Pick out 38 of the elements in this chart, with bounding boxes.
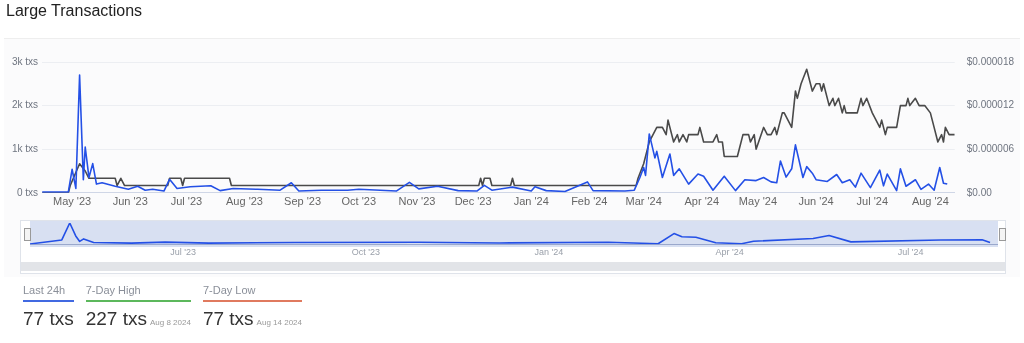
x-tick-label: Jul '24 <box>897 247 924 258</box>
category-label: 7-Day Low <box>202 284 257 296</box>
text: 227 txs <box>85 308 147 329</box>
text: Aug 8 2024 <box>149 318 191 327</box>
category-label: 7-Day High <box>85 284 142 296</box>
y2-tick-label: $0.000018 <box>966 55 1015 67</box>
x-tick-label: May '23 <box>53 195 92 208</box>
x-tick-label: Oct '23 <box>351 247 381 258</box>
x-tick-label: Jun '23 <box>112 195 148 208</box>
x-tick-label: Apr '24 <box>715 247 744 258</box>
text: 77 txs <box>202 308 254 329</box>
x-tick-label: Aug '24 <box>911 195 949 208</box>
x-tick-label: Nov '23 <box>398 195 436 208</box>
x-tick-label: May '24 <box>738 195 778 208</box>
y2-tick-label: $0.000006 <box>966 142 1015 154</box>
y-tick-label: 2k txs <box>11 99 39 111</box>
text: 77 txs <box>23 308 74 329</box>
x-tick-label: Jan '24 <box>534 247 564 258</box>
x-tick-label: Jul '23 <box>170 247 196 258</box>
x-tick-label: Jun '24 <box>798 195 834 208</box>
text: Aug 14 2024 <box>256 318 302 327</box>
x-tick-label: Jan '24 <box>513 195 549 208</box>
x-tick-label: Sep '23 <box>284 195 322 208</box>
x-tick-label: Jul '23 <box>170 195 203 208</box>
x-tick-label: Oct '23 <box>341 195 377 208</box>
chart-title: Large Transactions <box>6 2 143 20</box>
category-label: Last 24h <box>23 284 67 296</box>
x-tick-label: Aug '23 <box>226 195 263 208</box>
x-tick-label: Jul '24 <box>856 195 888 208</box>
y-tick-label: 0 txs <box>16 186 39 198</box>
y2-tick-label: $0.000012 <box>966 99 1015 111</box>
y-tick-label: 1k txs <box>11 142 39 154</box>
y-tick-label: 3k txs <box>11 55 39 67</box>
x-tick-label: Dec '23 <box>454 195 492 208</box>
y2-tick-label: $0.00 <box>966 186 993 198</box>
x-tick-label: Mar '24 <box>625 195 662 208</box>
x-tick-label: Feb '24 <box>571 195 608 208</box>
x-tick-label: Apr '24 <box>684 195 719 208</box>
